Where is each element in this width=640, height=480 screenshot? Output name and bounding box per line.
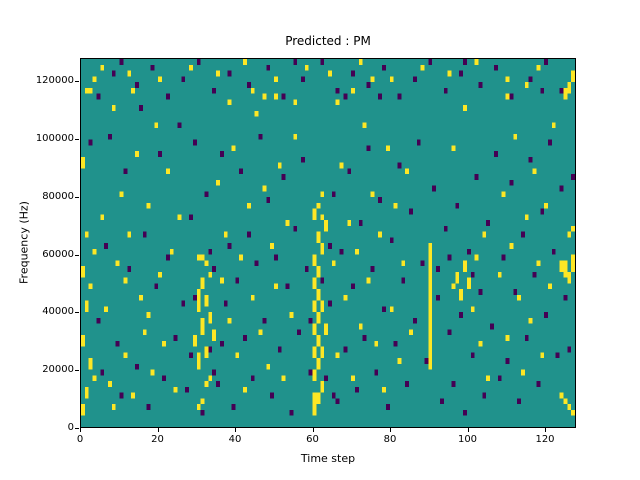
x-tick-label: 20 — [151, 434, 164, 445]
x-tick-mark — [312, 428, 314, 432]
y-tick-label: 0 — [67, 422, 74, 433]
y-tick-label: 20000 — [42, 364, 74, 376]
x-tick-label: 60 — [306, 434, 319, 445]
x-tick-mark — [390, 428, 391, 432]
x-tick-label: 0 — [76, 434, 84, 445]
x-tick-mark — [467, 428, 469, 432]
y-axis-label: Frequency (Hz) — [17, 201, 31, 284]
y-tick-mark — [75, 138, 79, 140]
x-tick-mark — [545, 428, 546, 432]
y-tick-mark — [75, 254, 79, 256]
y-tick-mark — [75, 428, 79, 429]
y-tick-label: 40000 — [42, 306, 74, 318]
y-tick-mark — [75, 312, 79, 314]
y-tick-label: 80000 — [42, 190, 74, 202]
plot-area — [80, 58, 576, 428]
y-tick-label: 120000 — [35, 75, 74, 87]
x-tick-mark — [80, 428, 81, 432]
x-tick-label: 80 — [383, 434, 397, 445]
y-tick-mark — [75, 196, 79, 198]
x-tick-label: 100 — [457, 434, 478, 445]
x-tick-mark — [235, 428, 236, 432]
heatmap-cells — [81, 59, 575, 427]
y-tick-mark — [75, 370, 79, 372]
y-tick-label: 60000 — [42, 248, 74, 260]
x-tick-label: 120 — [535, 434, 555, 445]
x-tick-mark — [157, 428, 159, 432]
x-tick-label: 40 — [228, 434, 242, 445]
x-axis-label: Time step — [300, 452, 356, 465]
y-tick-mark — [75, 81, 79, 83]
y-tick-label: 100000 — [35, 132, 74, 144]
chart-title: Predicted : PM — [285, 34, 371, 48]
